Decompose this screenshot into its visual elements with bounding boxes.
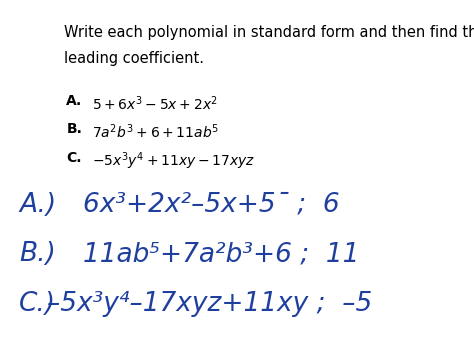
- Text: B.: B.: [66, 122, 82, 136]
- Text: 11ab⁵+7a²b³+6 ;  11: 11ab⁵+7a²b³+6 ; 11: [83, 241, 359, 267]
- Text: –5x³y⁴–17xyz+11xy ;  –5: –5x³y⁴–17xyz+11xy ; –5: [47, 291, 373, 317]
- Text: Write each polynomial in standard form and then find the: Write each polynomial in standard form a…: [64, 25, 474, 40]
- Text: leading coefficient.: leading coefficient.: [64, 51, 204, 66]
- Text: B.): B.): [19, 241, 56, 267]
- Text: $-5x^3y^4+11xy-17xyz$: $-5x^3y^4+11xy-17xyz$: [92, 151, 255, 173]
- Text: $7a^2b^3+6+11ab^5$: $7a^2b^3+6+11ab^5$: [92, 122, 220, 141]
- Text: A.): A.): [19, 192, 56, 218]
- Text: $5+6x^3-5x+2x^2$: $5+6x^3-5x+2x^2$: [92, 94, 219, 113]
- Text: 6x³+2x²–5x+5ˉ ;  6: 6x³+2x²–5x+5ˉ ; 6: [83, 192, 339, 218]
- Text: C.: C.: [66, 151, 82, 165]
- Text: A.: A.: [66, 94, 82, 108]
- Text: C.): C.): [19, 291, 56, 317]
